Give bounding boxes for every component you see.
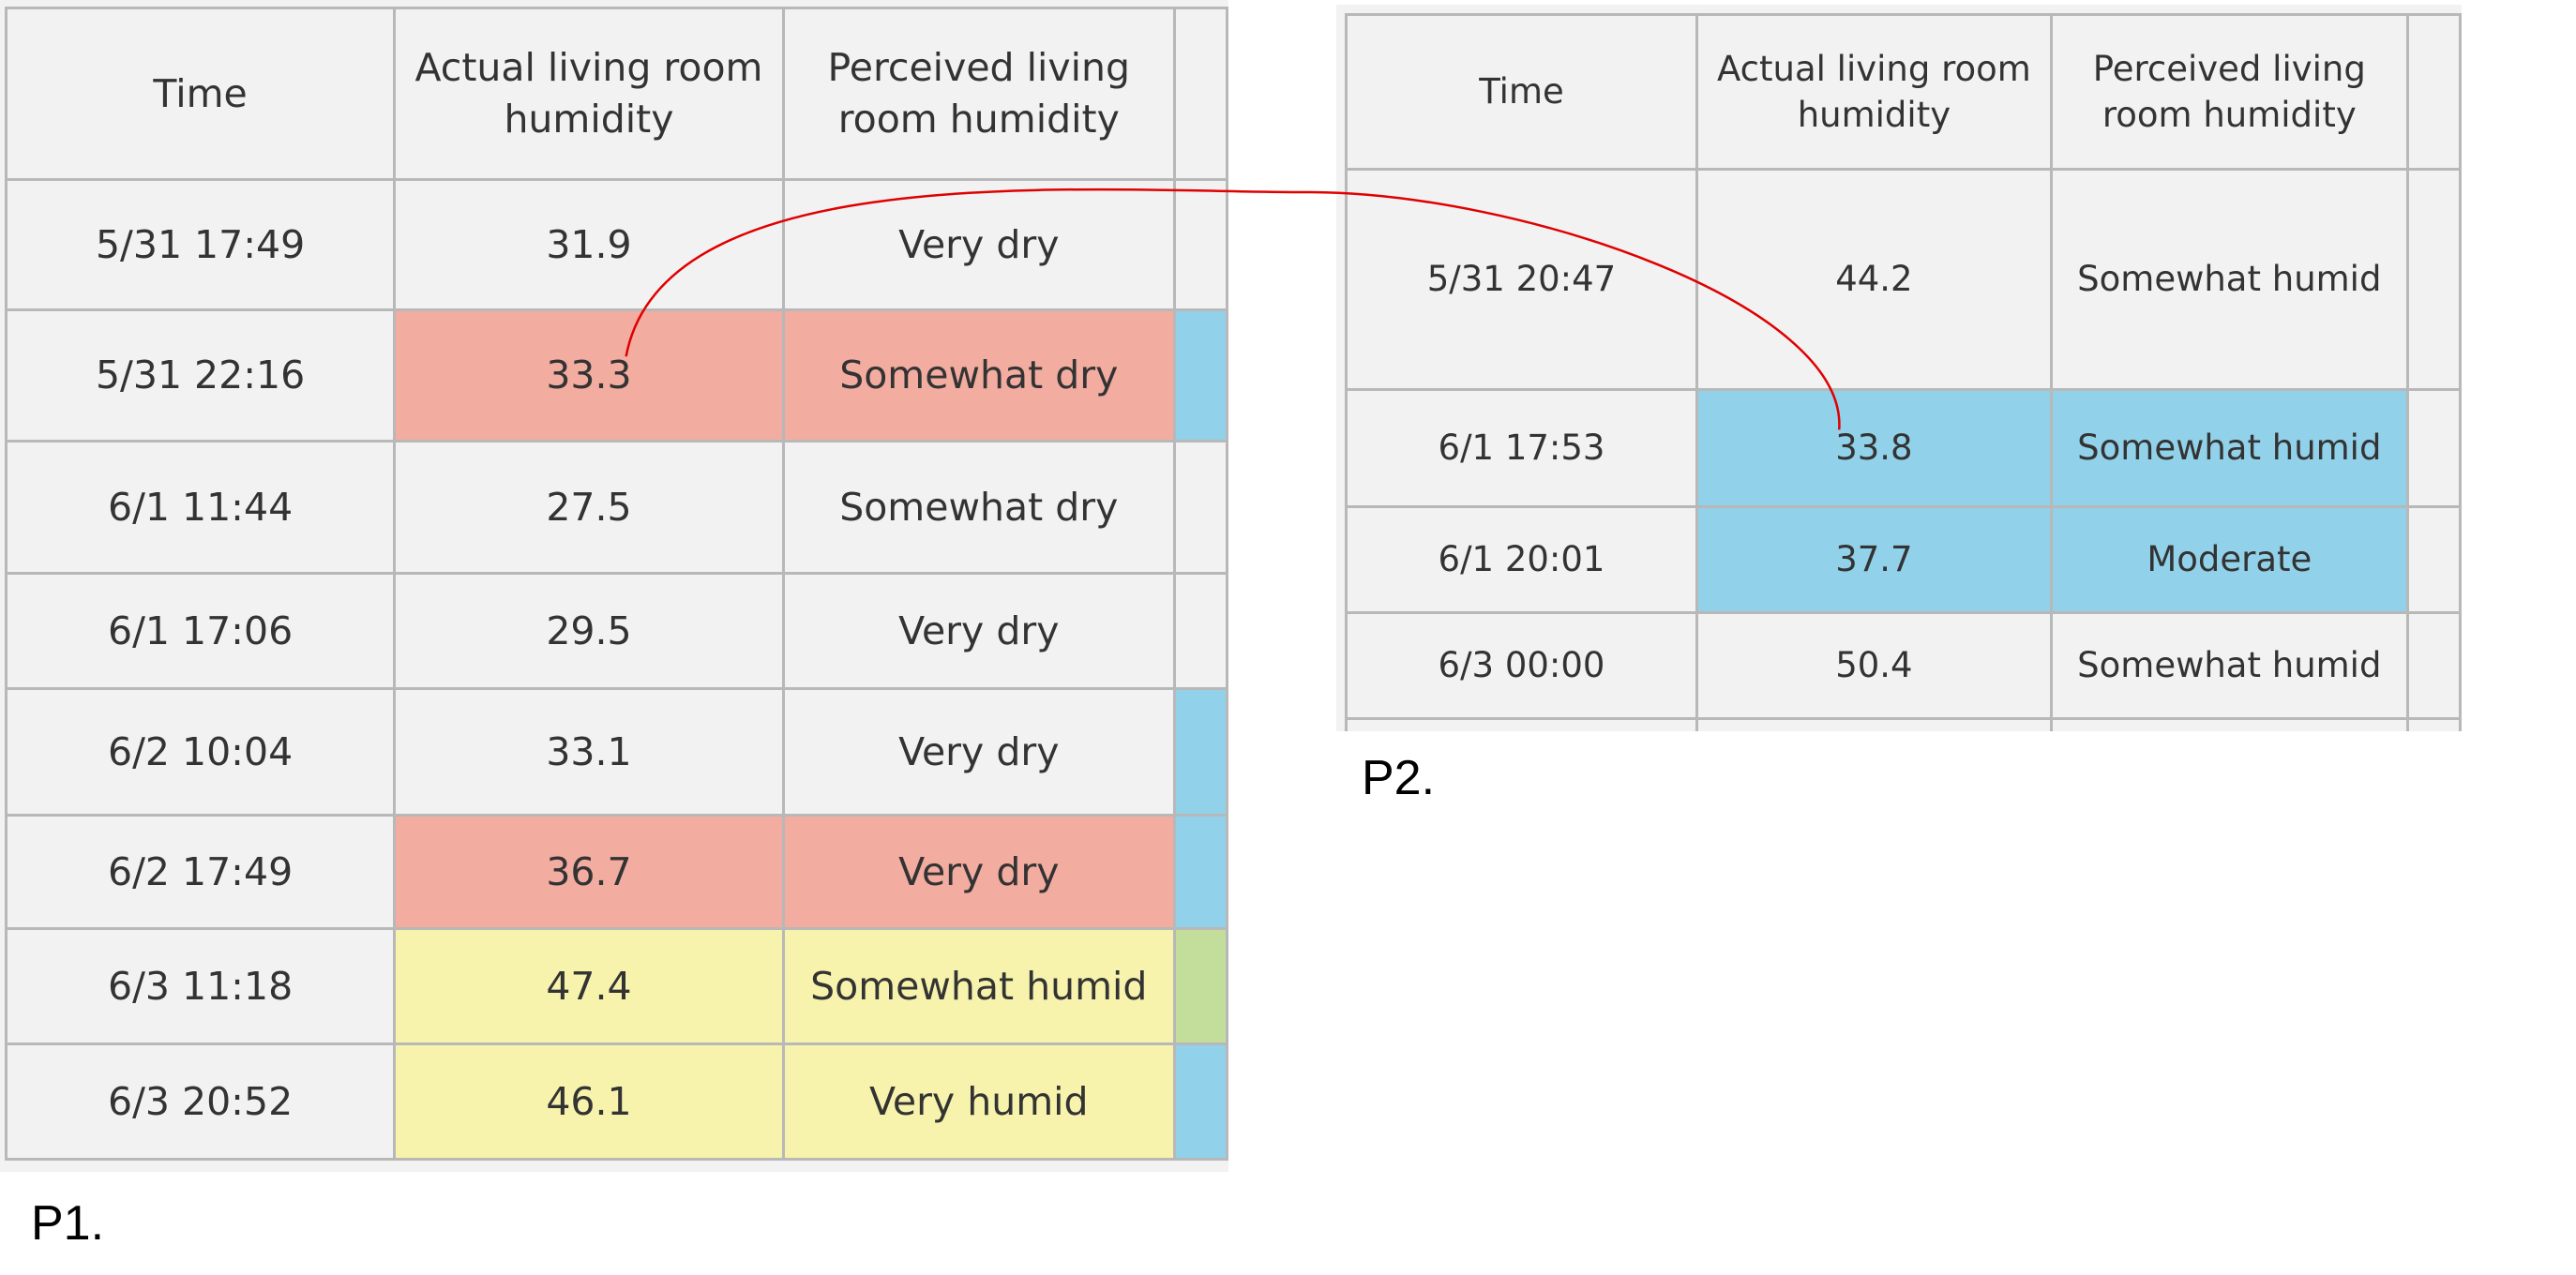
time-cell: 5/31 22:16 <box>4 308 397 442</box>
table-row: 6/1 17:53 33.8 Somewhat humid <box>1345 388 2462 508</box>
header-row: Time Actual living room humidity Perceiv… <box>4 7 1228 181</box>
extra-cell-green <box>1172 927 1228 1045</box>
extra-cell <box>1172 440 1228 575</box>
table-row: 6/3 00:00 50.4 Somewhat humid <box>1345 611 2462 720</box>
perceived-cell-highlighted: Somewhat humid <box>2049 388 2409 508</box>
time-cell: 5/31 20:47 <box>1345 168 1698 391</box>
header-actual-humidity: Actual living room humidity <box>1695 13 2053 171</box>
perceived-cell: Very dry <box>781 178 1176 311</box>
actual-cell-highlighted: 33.8 <box>1695 388 2053 508</box>
extra-cell-blue <box>1172 687 1228 817</box>
humidity-table-p1: Time Actual living room humidity Perceiv… <box>4 7 1228 1161</box>
header-time: Time <box>4 7 397 181</box>
actual-cell: 50.4 <box>1695 611 2053 720</box>
table-panel-p1: Time Actual living room humidity Perceiv… <box>0 0 1228 1172</box>
header-extra <box>2405 13 2462 171</box>
time-cell: 6/1 17:53 <box>1345 388 1698 508</box>
header-time: Time <box>1345 13 1698 171</box>
time-cell <box>1345 717 1698 731</box>
actual-cell: 29.5 <box>393 572 785 690</box>
actual-cell-highlighted: 37.7 <box>1695 505 2053 614</box>
perceived-cell: Somewhat humid <box>2049 611 2409 720</box>
extra-cell <box>2405 168 2462 391</box>
actual-cell-highlighted: 47.4 <box>393 927 785 1045</box>
perceived-cell: Somewhat humid <box>2049 168 2409 391</box>
actual-cell: 44.2 <box>1695 168 2053 391</box>
time-cell: 5/31 17:49 <box>4 178 397 311</box>
humidity-table-p2: Time Actual living room humidity Perceiv… <box>1345 13 2462 731</box>
actual-cell: 27.5 <box>393 440 785 575</box>
perceived-cell-highlighted: Somewhat dry <box>781 308 1176 442</box>
time-cell: 6/3 00:00 <box>1345 611 1698 720</box>
time-cell: 6/1 17:06 <box>4 572 397 690</box>
actual-value: 33.3 <box>546 352 632 398</box>
table-row: 6/3 20:52 46.1 Very humid <box>4 1042 1228 1161</box>
table-row: 6/2 17:49 36.7 Very dry <box>4 814 1228 930</box>
perceived-cell <box>2049 717 2409 731</box>
header-perceived-humidity: Perceived living room humidity <box>781 7 1176 181</box>
actual-cell: 31.9 <box>393 178 785 311</box>
table-panel-p2: Time Actual living room humidity Perceiv… <box>1336 5 2462 731</box>
perceived-cell-highlighted: Very dry <box>781 814 1176 930</box>
actual-cell <box>1695 717 2053 731</box>
table-row: 6/2 10:04 33.1 Very dry <box>4 687 1228 817</box>
extra-cell <box>2405 611 2462 720</box>
table-row: 6/3 11:18 47.4 Somewhat humid <box>4 927 1228 1045</box>
time-cell: 6/1 11:44 <box>4 440 397 575</box>
header-perceived-humidity: Perceived living room humidity <box>2049 13 2409 171</box>
actual-value: 33.8 <box>1835 428 1913 469</box>
actual-cell-highlighted: 33.3 <box>393 308 785 442</box>
table-row: 5/31 20:47 44.2 Somewhat humid <box>1345 168 2462 391</box>
perceived-cell: Somewhat dry <box>781 440 1176 575</box>
panel-label-p2: P2. <box>1362 751 1436 805</box>
actual-cell-highlighted: 46.1 <box>393 1042 785 1161</box>
table-row: 5/31 22:16 33.3 Somewhat dry <box>4 308 1228 442</box>
header-extra <box>1172 7 1228 181</box>
header-row: Time Actual living room humidity Perceiv… <box>1345 13 2462 171</box>
header-actual-humidity: Actual living room humidity <box>393 7 785 181</box>
panel-label-p1: P1. <box>31 1196 105 1251</box>
extra-cell-blue <box>1172 814 1228 930</box>
time-cell: 6/3 20:52 <box>4 1042 397 1161</box>
extra-cell <box>1172 572 1228 690</box>
actual-cell-highlighted: 36.7 <box>393 814 785 930</box>
extra-cell <box>1172 178 1228 311</box>
time-cell: 6/2 10:04 <box>4 687 397 817</box>
extra-cell-blue <box>1172 1042 1228 1161</box>
extra-cell <box>2405 717 2462 731</box>
time-cell: 6/2 17:49 <box>4 814 397 930</box>
table-row: 6/1 11:44 27.5 Somewhat dry <box>4 440 1228 575</box>
time-cell: 6/3 11:18 <box>4 927 397 1045</box>
table-row: 5/31 17:49 31.9 Very dry <box>4 178 1228 311</box>
time-cell: 6/1 20:01 <box>1345 505 1698 614</box>
extra-cell-blue <box>1172 308 1228 442</box>
table-row-partial <box>1345 717 2462 731</box>
extra-cell <box>2405 388 2462 508</box>
table-row: 6/1 17:06 29.5 Very dry <box>4 572 1228 690</box>
table-row: 6/1 20:01 37.7 Moderate <box>1345 505 2462 614</box>
perceived-cell-highlighted: Somewhat humid <box>781 927 1176 1045</box>
perceived-cell: Very dry <box>781 687 1176 817</box>
actual-cell: 33.1 <box>393 687 785 817</box>
perceived-cell-highlighted: Very humid <box>781 1042 1176 1161</box>
perceived-cell-highlighted: Moderate <box>2049 505 2409 614</box>
extra-cell <box>2405 505 2462 614</box>
perceived-cell: Very dry <box>781 572 1176 690</box>
